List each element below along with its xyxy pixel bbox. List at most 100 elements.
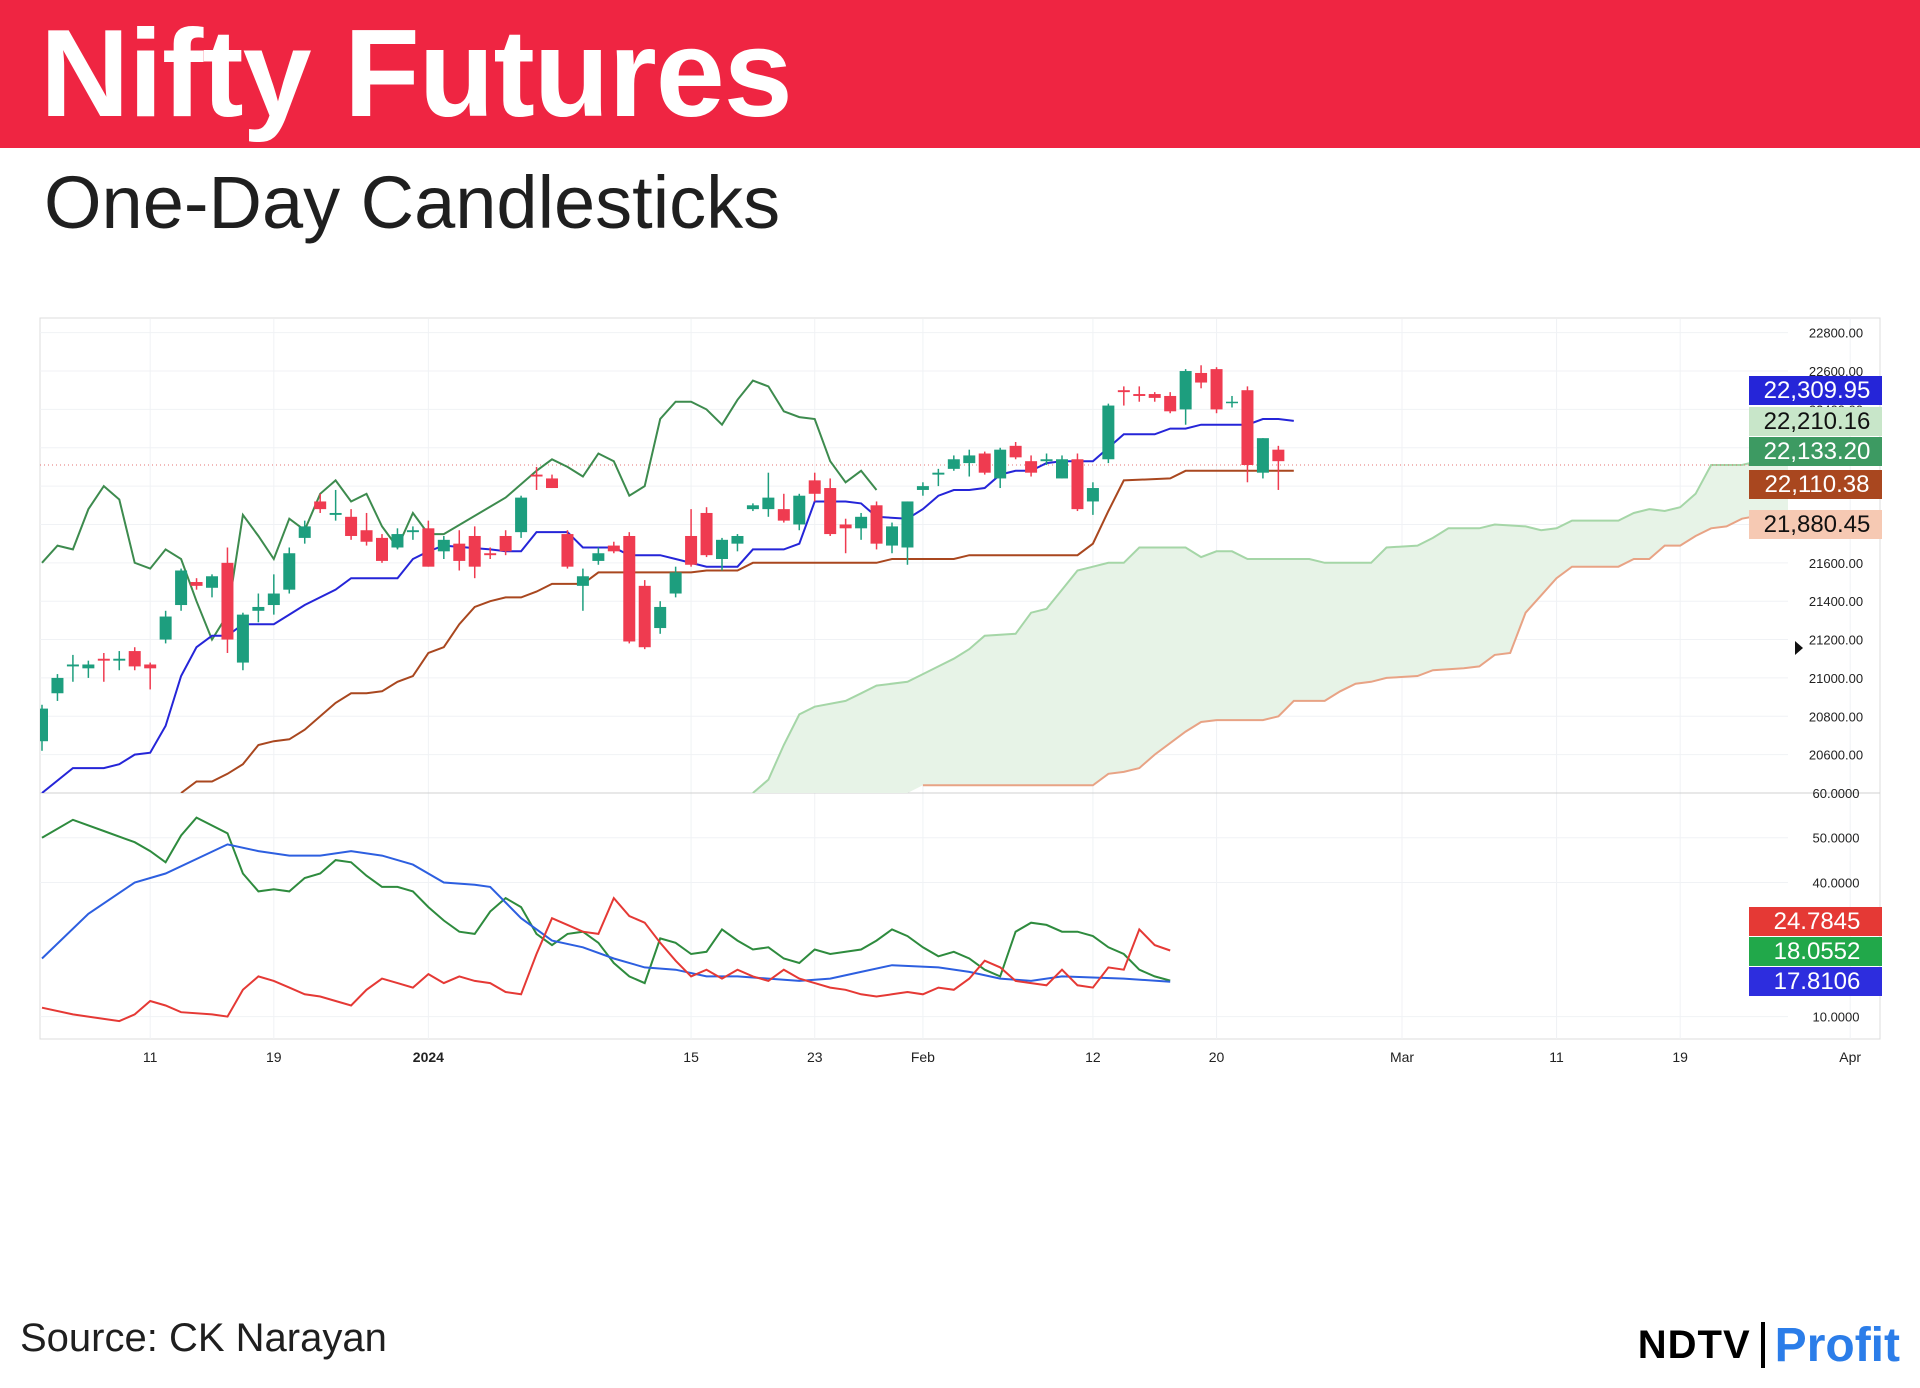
indicator-label-badge: 17.8106 <box>1749 967 1882 996</box>
price-label-badge: 22,110.38 <box>1749 470 1882 499</box>
candle-body <box>1056 459 1068 479</box>
candle-body <box>329 512 342 515</box>
candle-body <box>623 535 636 642</box>
candle-body <box>1179 371 1192 410</box>
candle-bullish <box>932 468 945 487</box>
candle-bearish <box>97 652 110 682</box>
candle-body <box>546 478 558 489</box>
candle-bullish <box>82 660 95 678</box>
candle-body <box>453 543 466 561</box>
candle-body <box>963 455 976 464</box>
candle-body <box>576 576 589 586</box>
time-axis: 111920241523Feb1220Mar1119Apr15 <box>143 1049 1861 1065</box>
price-label-badge: 22,133.20 <box>1749 437 1882 466</box>
candle-body <box>777 509 790 521</box>
candle-body <box>298 526 311 538</box>
candle-bearish <box>1164 392 1177 414</box>
indicator-label-text: 24.7845 <box>1774 908 1861 935</box>
candle-bullish <box>592 547 605 565</box>
di-plus-line <box>41 816 1171 985</box>
candle-bearish <box>530 466 543 490</box>
candle-bearish <box>1133 386 1146 402</box>
candle-bearish <box>1117 386 1130 406</box>
candle-bullish <box>406 526 419 540</box>
y-tick-label: 20800.00 <box>1809 709 1863 724</box>
x-tick-label: 15 <box>683 1049 699 1065</box>
y-tick-label: 21200.00 <box>1809 633 1863 648</box>
candle-bullish <box>901 501 914 565</box>
candle-body <box>51 677 64 694</box>
candle-bearish <box>484 547 497 559</box>
candle-bullish <box>1086 482 1099 515</box>
candle-body <box>808 480 821 494</box>
candle-bearish <box>546 474 558 489</box>
candle-body <box>994 449 1007 479</box>
candle-body <box>731 535 744 544</box>
logo-profit-text: Profit <box>1774 1318 1900 1372</box>
indicator-axis: 60.0000 50.0000 40.0000 10.0000 <box>1813 786 1860 1025</box>
chart-area[interactable]: 22800.0022600.0022400.0022200.0022000.00… <box>38 317 1882 1069</box>
candle-bearish <box>685 509 698 567</box>
candle-body <box>1272 449 1285 462</box>
indicator-label-text: 18.0552 <box>1774 938 1861 965</box>
x-tick-label: 23 <box>807 1049 823 1065</box>
candle-bearish <box>314 493 327 513</box>
candle-body <box>406 530 419 533</box>
y-tick-label: 21000.00 <box>1809 671 1863 686</box>
candle-body <box>283 553 296 590</box>
indicator-pane <box>41 816 1171 1023</box>
candle-bearish <box>623 532 636 644</box>
indicator-label-text: 17.8106 <box>1774 968 1861 995</box>
candle-body <box>978 453 991 473</box>
candle-body <box>824 488 837 535</box>
candle-bullish <box>1102 403 1115 464</box>
candle-bullish <box>283 547 296 594</box>
candle-bearish <box>1025 455 1038 477</box>
candle-bullish <box>855 512 868 540</box>
candle-body <box>762 497 775 510</box>
ichimoku-adx-chart[interactable]: 22800.0022600.0022400.0022200.0022000.00… <box>38 317 1882 1069</box>
candle-bullish <box>391 528 404 550</box>
price-label-bg <box>1749 437 1882 466</box>
candle-body <box>376 537 388 561</box>
candle-body <box>159 616 172 640</box>
candle-bullish <box>206 574 218 598</box>
leading-span-a-line <box>752 460 1788 793</box>
candle-body <box>175 570 188 606</box>
candle-body <box>1210 369 1223 410</box>
candle-body <box>221 562 234 640</box>
candle-body <box>515 497 528 533</box>
price-label-text: 22,110.38 <box>1765 471 1870 498</box>
candle-body <box>66 664 79 667</box>
candle-bearish <box>499 530 512 556</box>
price-label-badge: 22,210.16 <box>1749 407 1882 436</box>
candle-bearish <box>1071 453 1084 512</box>
candle-bearish <box>190 578 203 590</box>
candle-bearish <box>1148 392 1161 402</box>
candle-bearish <box>870 501 883 550</box>
candle-body <box>97 658 110 661</box>
indicator-tick-label: 60.0000 <box>1813 786 1860 801</box>
candle-body <box>190 582 203 586</box>
candle-body <box>1256 438 1269 473</box>
candle-bearish <box>453 530 466 571</box>
candle-body <box>839 524 852 529</box>
candle-bearish <box>144 662 157 690</box>
candle-body <box>1164 395 1177 412</box>
candle-bullish <box>1040 453 1053 466</box>
candle-bullish <box>994 447 1007 489</box>
indicator-value-labels: 24.7845 18.0552 17.8106 <box>1749 907 1882 996</box>
candle-body <box>360 530 373 542</box>
y-tick-label: 22600.00 <box>1809 364 1863 379</box>
candle-bearish <box>128 647 141 671</box>
price-label-badge: 22,309.95 <box>1749 376 1882 405</box>
candle-body <box>422 528 435 567</box>
candle-bullish <box>716 537 728 571</box>
x-tick-label: 11 <box>143 1049 158 1065</box>
candle-body <box>607 545 620 552</box>
x-tick-label: 19 <box>266 1049 282 1065</box>
candle-bullish <box>654 601 667 634</box>
title-banner: Nifty Futures <box>0 0 1920 148</box>
candle-body <box>128 651 141 667</box>
chart-subtitle: One-Day Candlesticks <box>44 161 781 244</box>
